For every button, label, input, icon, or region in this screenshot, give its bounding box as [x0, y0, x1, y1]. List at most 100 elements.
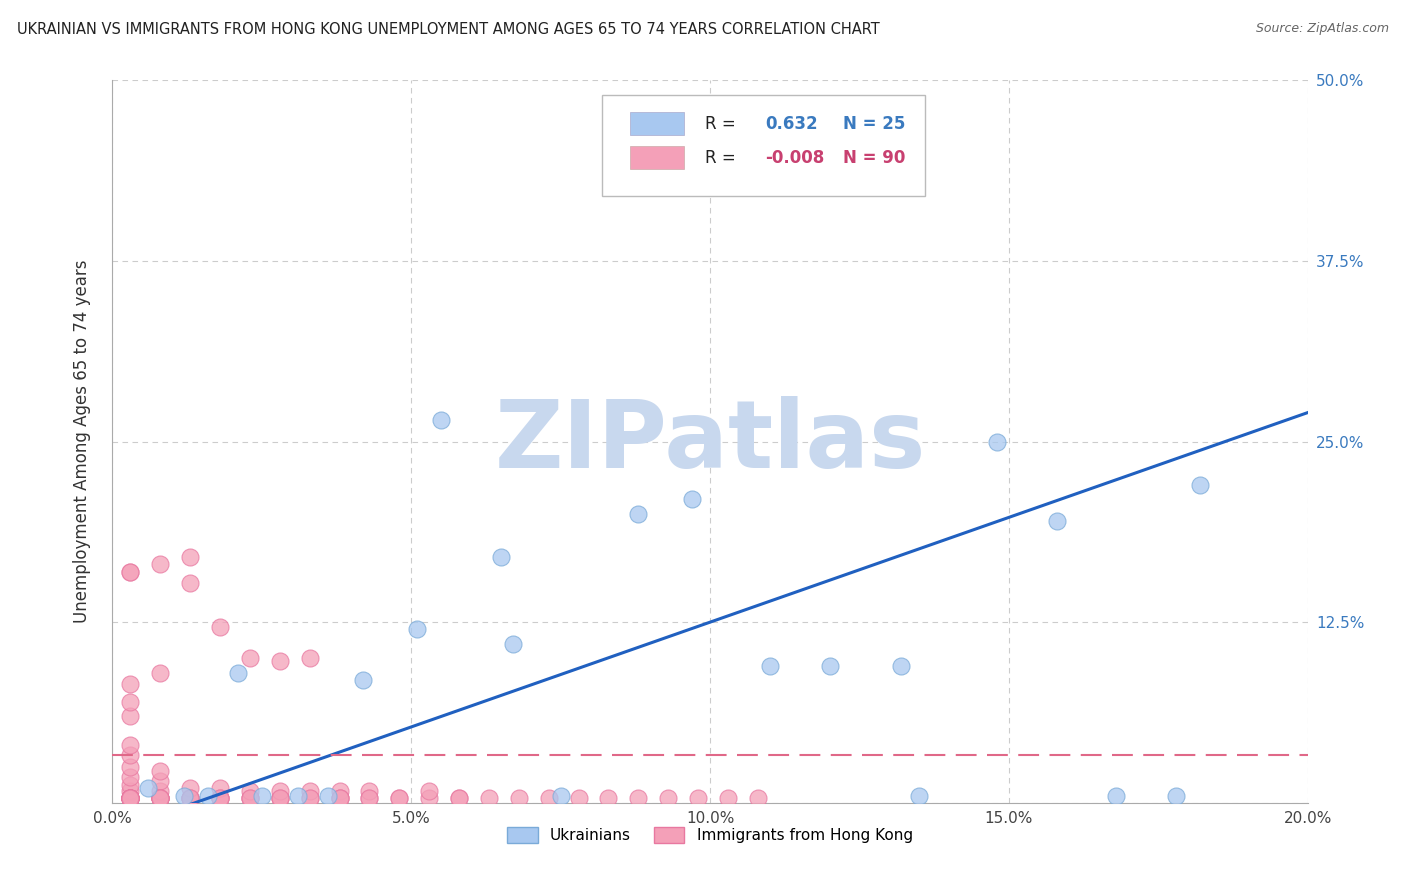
- Point: [120, 791, 142, 805]
- Point: [179, 791, 201, 805]
- Point: [149, 665, 172, 680]
- Point: [747, 791, 769, 805]
- Point: [138, 781, 160, 796]
- Point: [209, 619, 232, 633]
- Point: [537, 791, 560, 805]
- Point: [418, 791, 440, 805]
- Point: [818, 658, 841, 673]
- Point: [239, 651, 262, 665]
- Point: [1166, 789, 1188, 803]
- Point: [120, 565, 142, 579]
- Point: [120, 791, 142, 805]
- Point: [120, 791, 142, 805]
- Point: [269, 791, 291, 805]
- Point: [179, 791, 201, 805]
- Point: [478, 791, 501, 805]
- Point: [209, 781, 232, 796]
- Point: [508, 791, 530, 805]
- Point: [1189, 478, 1212, 492]
- Point: [120, 738, 142, 752]
- Point: [269, 791, 291, 805]
- Point: [120, 677, 142, 691]
- Point: [681, 492, 703, 507]
- Point: [250, 789, 273, 803]
- Point: [179, 791, 201, 805]
- Point: [120, 791, 142, 805]
- Point: [316, 789, 339, 803]
- Point: [449, 791, 471, 805]
- Point: [197, 789, 219, 803]
- Point: [149, 791, 172, 805]
- Point: [287, 789, 309, 803]
- Point: [388, 791, 411, 805]
- Point: [179, 781, 201, 796]
- Point: [120, 791, 142, 805]
- Point: [489, 550, 512, 565]
- Point: [298, 791, 321, 805]
- Point: [890, 658, 912, 673]
- Point: [550, 789, 572, 803]
- Point: [449, 791, 471, 805]
- Point: [239, 791, 262, 805]
- Point: [239, 791, 262, 805]
- Point: [173, 789, 195, 803]
- Point: [329, 791, 352, 805]
- Point: [986, 434, 1008, 449]
- Point: [179, 550, 201, 565]
- Point: [149, 791, 172, 805]
- Point: [627, 507, 650, 521]
- Point: [120, 791, 142, 805]
- Text: Source: ZipAtlas.com: Source: ZipAtlas.com: [1256, 22, 1389, 36]
- Point: [120, 791, 142, 805]
- Point: [120, 791, 142, 805]
- Point: [1046, 514, 1069, 528]
- Point: [120, 770, 142, 784]
- Point: [209, 791, 232, 805]
- Point: [329, 791, 352, 805]
- Text: R =: R =: [706, 115, 741, 133]
- Point: [209, 791, 232, 805]
- Point: [120, 791, 142, 805]
- Text: N = 25: N = 25: [842, 115, 905, 133]
- Point: [239, 791, 262, 805]
- Point: [120, 791, 142, 805]
- Point: [759, 658, 782, 673]
- Point: [120, 791, 142, 805]
- Point: [239, 784, 262, 798]
- Point: [120, 791, 142, 805]
- Point: [149, 774, 172, 789]
- Point: [149, 791, 172, 805]
- Point: [329, 791, 352, 805]
- Point: [359, 791, 381, 805]
- Point: [120, 709, 142, 723]
- Text: UKRAINIAN VS IMMIGRANTS FROM HONG KONG UNEMPLOYMENT AMONG AGES 65 TO 74 YEARS CO: UKRAINIAN VS IMMIGRANTS FROM HONG KONG U…: [17, 22, 880, 37]
- Point: [1105, 789, 1128, 803]
- Point: [598, 791, 620, 805]
- Point: [120, 791, 142, 805]
- Point: [120, 791, 142, 805]
- Point: [298, 784, 321, 798]
- Text: R =: R =: [706, 149, 741, 167]
- Point: [298, 651, 321, 665]
- Point: [269, 791, 291, 805]
- Point: [120, 695, 142, 709]
- Point: [149, 791, 172, 805]
- Point: [149, 791, 172, 805]
- Point: [209, 791, 232, 805]
- Point: [502, 637, 524, 651]
- Point: [120, 791, 142, 805]
- Point: [226, 665, 249, 680]
- Point: [568, 791, 591, 805]
- Text: N = 90: N = 90: [842, 149, 905, 167]
- Text: ZIPatlas: ZIPatlas: [495, 395, 925, 488]
- Point: [269, 654, 291, 668]
- Point: [359, 791, 381, 805]
- Y-axis label: Unemployment Among Ages 65 to 74 years: Unemployment Among Ages 65 to 74 years: [73, 260, 91, 624]
- Point: [627, 160, 650, 174]
- Point: [120, 779, 142, 793]
- Point: [430, 413, 453, 427]
- Point: [149, 791, 172, 805]
- Point: [179, 791, 201, 805]
- Text: 0.632: 0.632: [765, 115, 818, 133]
- Point: [149, 784, 172, 798]
